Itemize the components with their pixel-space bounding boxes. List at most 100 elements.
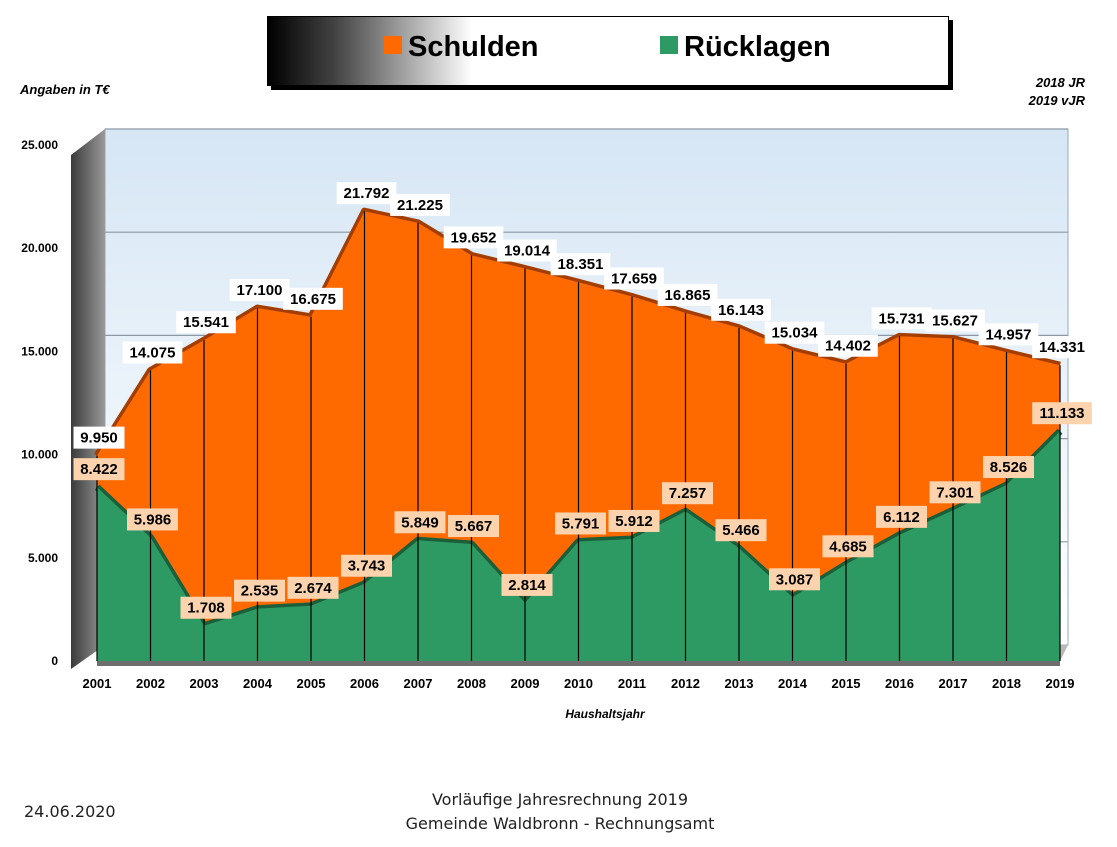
x-axis-label: Haushaltsjahr xyxy=(565,707,646,721)
reserve-data-label-14-bg xyxy=(822,535,874,558)
x-tick-label-11: 2012 xyxy=(671,676,700,691)
debt-data-label-11-text: 16.865 xyxy=(665,287,711,304)
reserve-data-label-17-text: 8.526 xyxy=(990,459,1028,476)
debt-data-label-8: 19.014 xyxy=(497,239,557,262)
reserve-data-label-5: 3.743 xyxy=(341,554,392,577)
reserve-data-label-15-text: 6.112 xyxy=(883,509,920,526)
legend-swatch-debt xyxy=(384,36,402,54)
reserve-data-label-2-text: 1.708 xyxy=(187,600,225,617)
y-tick-label-1: 5.000 xyxy=(28,551,58,565)
x-tick-label-12: 2013 xyxy=(725,676,754,691)
debt-data-label-15-text: 15.731 xyxy=(879,310,925,327)
reserve-data-label-9: 5.791 xyxy=(555,512,606,535)
debt-data-label-5: 21.792 xyxy=(336,182,397,205)
x-tick-label-4: 2005 xyxy=(297,676,326,691)
debt-data-label-10-text: 17.659 xyxy=(611,271,657,288)
reserve-data-label-15-bg xyxy=(876,505,927,528)
debt-data-label-7-text: 19.652 xyxy=(451,229,497,246)
debt-data-label-14: 14.402 xyxy=(818,334,878,357)
reserve-data-label-8-bg xyxy=(501,573,553,596)
x-tick-label-2: 2003 xyxy=(190,676,219,691)
x-tick-label-3: 2004 xyxy=(243,676,273,691)
reserve-data-label-4: 2.674 xyxy=(287,576,339,599)
debt-data-label-8-text: 19.014 xyxy=(504,243,551,260)
debt-data-label-15-bg xyxy=(871,307,932,330)
reserve-data-label-10-bg xyxy=(608,509,660,532)
x-tick-label-10: 2011 xyxy=(618,676,646,691)
reserve-data-label-11: 7.257 xyxy=(662,482,713,505)
reserve-data-label-8: 2.814 xyxy=(501,573,553,596)
reserve-data-label-15: 6.112 xyxy=(876,505,927,528)
reserve-data-label-6-text: 5.849 xyxy=(401,514,439,531)
debt-data-label-13: 15.034 xyxy=(764,321,825,344)
debt-data-label-2: 15.541 xyxy=(176,311,236,334)
debt-data-label-4-text: 16.675 xyxy=(290,291,336,308)
debt-data-label-9-text: 18.351 xyxy=(558,256,604,273)
debt-data-label-2-bg xyxy=(176,311,236,334)
reserve-data-label-18-bg xyxy=(1032,402,1092,425)
debt-data-label-15: 15.731 xyxy=(871,307,932,330)
reserve-data-label-16: 7.301 xyxy=(929,481,981,504)
x-tick-label-1: 2002 xyxy=(136,676,165,691)
reserve-data-label-11-bg xyxy=(662,482,713,505)
footer-date: 24.06.2020 xyxy=(24,802,116,821)
corner-note-line2: 2019 vJR xyxy=(1028,93,1085,108)
reserve-data-label-1-text: 5.986 xyxy=(134,511,172,528)
debt-data-label-2-text: 15.541 xyxy=(183,314,229,331)
debt-data-label-1-text: 14.075 xyxy=(130,344,176,361)
reserve-data-label-8-text: 2.814 xyxy=(508,577,546,594)
x-tick-label-0: 2001 xyxy=(83,676,112,691)
reserve-data-label-17-bg xyxy=(983,456,1034,479)
reserve-data-label-9-text: 5.791 xyxy=(562,515,600,532)
debt-data-label-12-text: 16.143 xyxy=(718,302,764,319)
debt-data-label-14-text: 14.402 xyxy=(825,338,871,355)
y-tick-label-4: 20.000 xyxy=(21,241,58,255)
reserve-data-label-12-bg xyxy=(715,519,767,542)
reserve-data-label-11-text: 7.257 xyxy=(669,485,707,502)
debt-data-label-13-text: 15.034 xyxy=(772,325,819,342)
debt-data-label-3: 17.100 xyxy=(229,279,290,302)
reserve-data-label-18: 11.133 xyxy=(1032,402,1092,425)
legend-swatch-reserve xyxy=(660,36,678,54)
debt-data-label-4: 16.675 xyxy=(283,287,343,310)
legend-label-reserve: Rücklagen xyxy=(684,31,831,63)
x-tick-label-17: 2018 xyxy=(992,676,1021,691)
reserve-data-label-12-text: 5.466 xyxy=(722,522,760,539)
debt-data-label-18: 14.331 xyxy=(1032,336,1092,359)
y-tick-label-5: 25.000 xyxy=(21,138,58,152)
corner-note-line1: 2018 JR xyxy=(1035,75,1085,90)
reserve-data-label-9-bg xyxy=(555,512,606,535)
debt-data-label-6-text: 21.225 xyxy=(397,197,443,214)
reserve-data-label-7-text: 5.667 xyxy=(455,518,493,535)
reserve-data-label-16-bg xyxy=(929,481,981,504)
debt-data-label-0-bg xyxy=(73,426,125,449)
reserve-data-label-10-text: 5.912 xyxy=(615,513,653,530)
corner-note: 2018 JR 2019 vJR xyxy=(1029,74,1085,110)
reserve-data-label-3: 2.535 xyxy=(234,579,285,602)
debt-data-label-16-text: 15.627 xyxy=(932,312,978,329)
x-tick-label-5: 2006 xyxy=(350,676,379,691)
reserve-data-label-18-text: 11.133 xyxy=(1039,405,1084,422)
reserve-data-label-13-text: 3.087 xyxy=(776,571,814,588)
x-tick-label-15: 2016 xyxy=(885,676,914,691)
debt-data-label-10-bg xyxy=(604,267,664,290)
x-tick-label-14: 2015 xyxy=(832,676,861,691)
reserve-data-label-3-bg xyxy=(234,579,285,602)
reserve-data-label-16-text: 7.301 xyxy=(936,484,974,501)
reserve-data-label-14: 4.685 xyxy=(822,535,874,558)
debt-data-label-4-bg xyxy=(283,287,343,310)
debt-data-label-10: 17.659 xyxy=(604,267,664,290)
debt-data-label-18-text: 14.331 xyxy=(1039,339,1085,356)
debt-data-label-11-bg xyxy=(657,283,718,306)
x-tick-label-9: 2010 xyxy=(564,676,593,691)
debt-data-label-17-text: 14.957 xyxy=(986,326,1032,343)
reserve-data-label-6: 5.849 xyxy=(394,511,446,534)
x-tick-label-16: 2017 xyxy=(939,676,968,691)
unit-note: Angaben in T€ xyxy=(20,82,110,97)
reserve-data-label-1: 5.986 xyxy=(127,508,178,531)
reserve-data-label-7-bg xyxy=(448,515,499,538)
reserve-data-label-5-text: 3.743 xyxy=(348,558,386,575)
reserve-data-label-4-text: 2.674 xyxy=(294,580,332,597)
